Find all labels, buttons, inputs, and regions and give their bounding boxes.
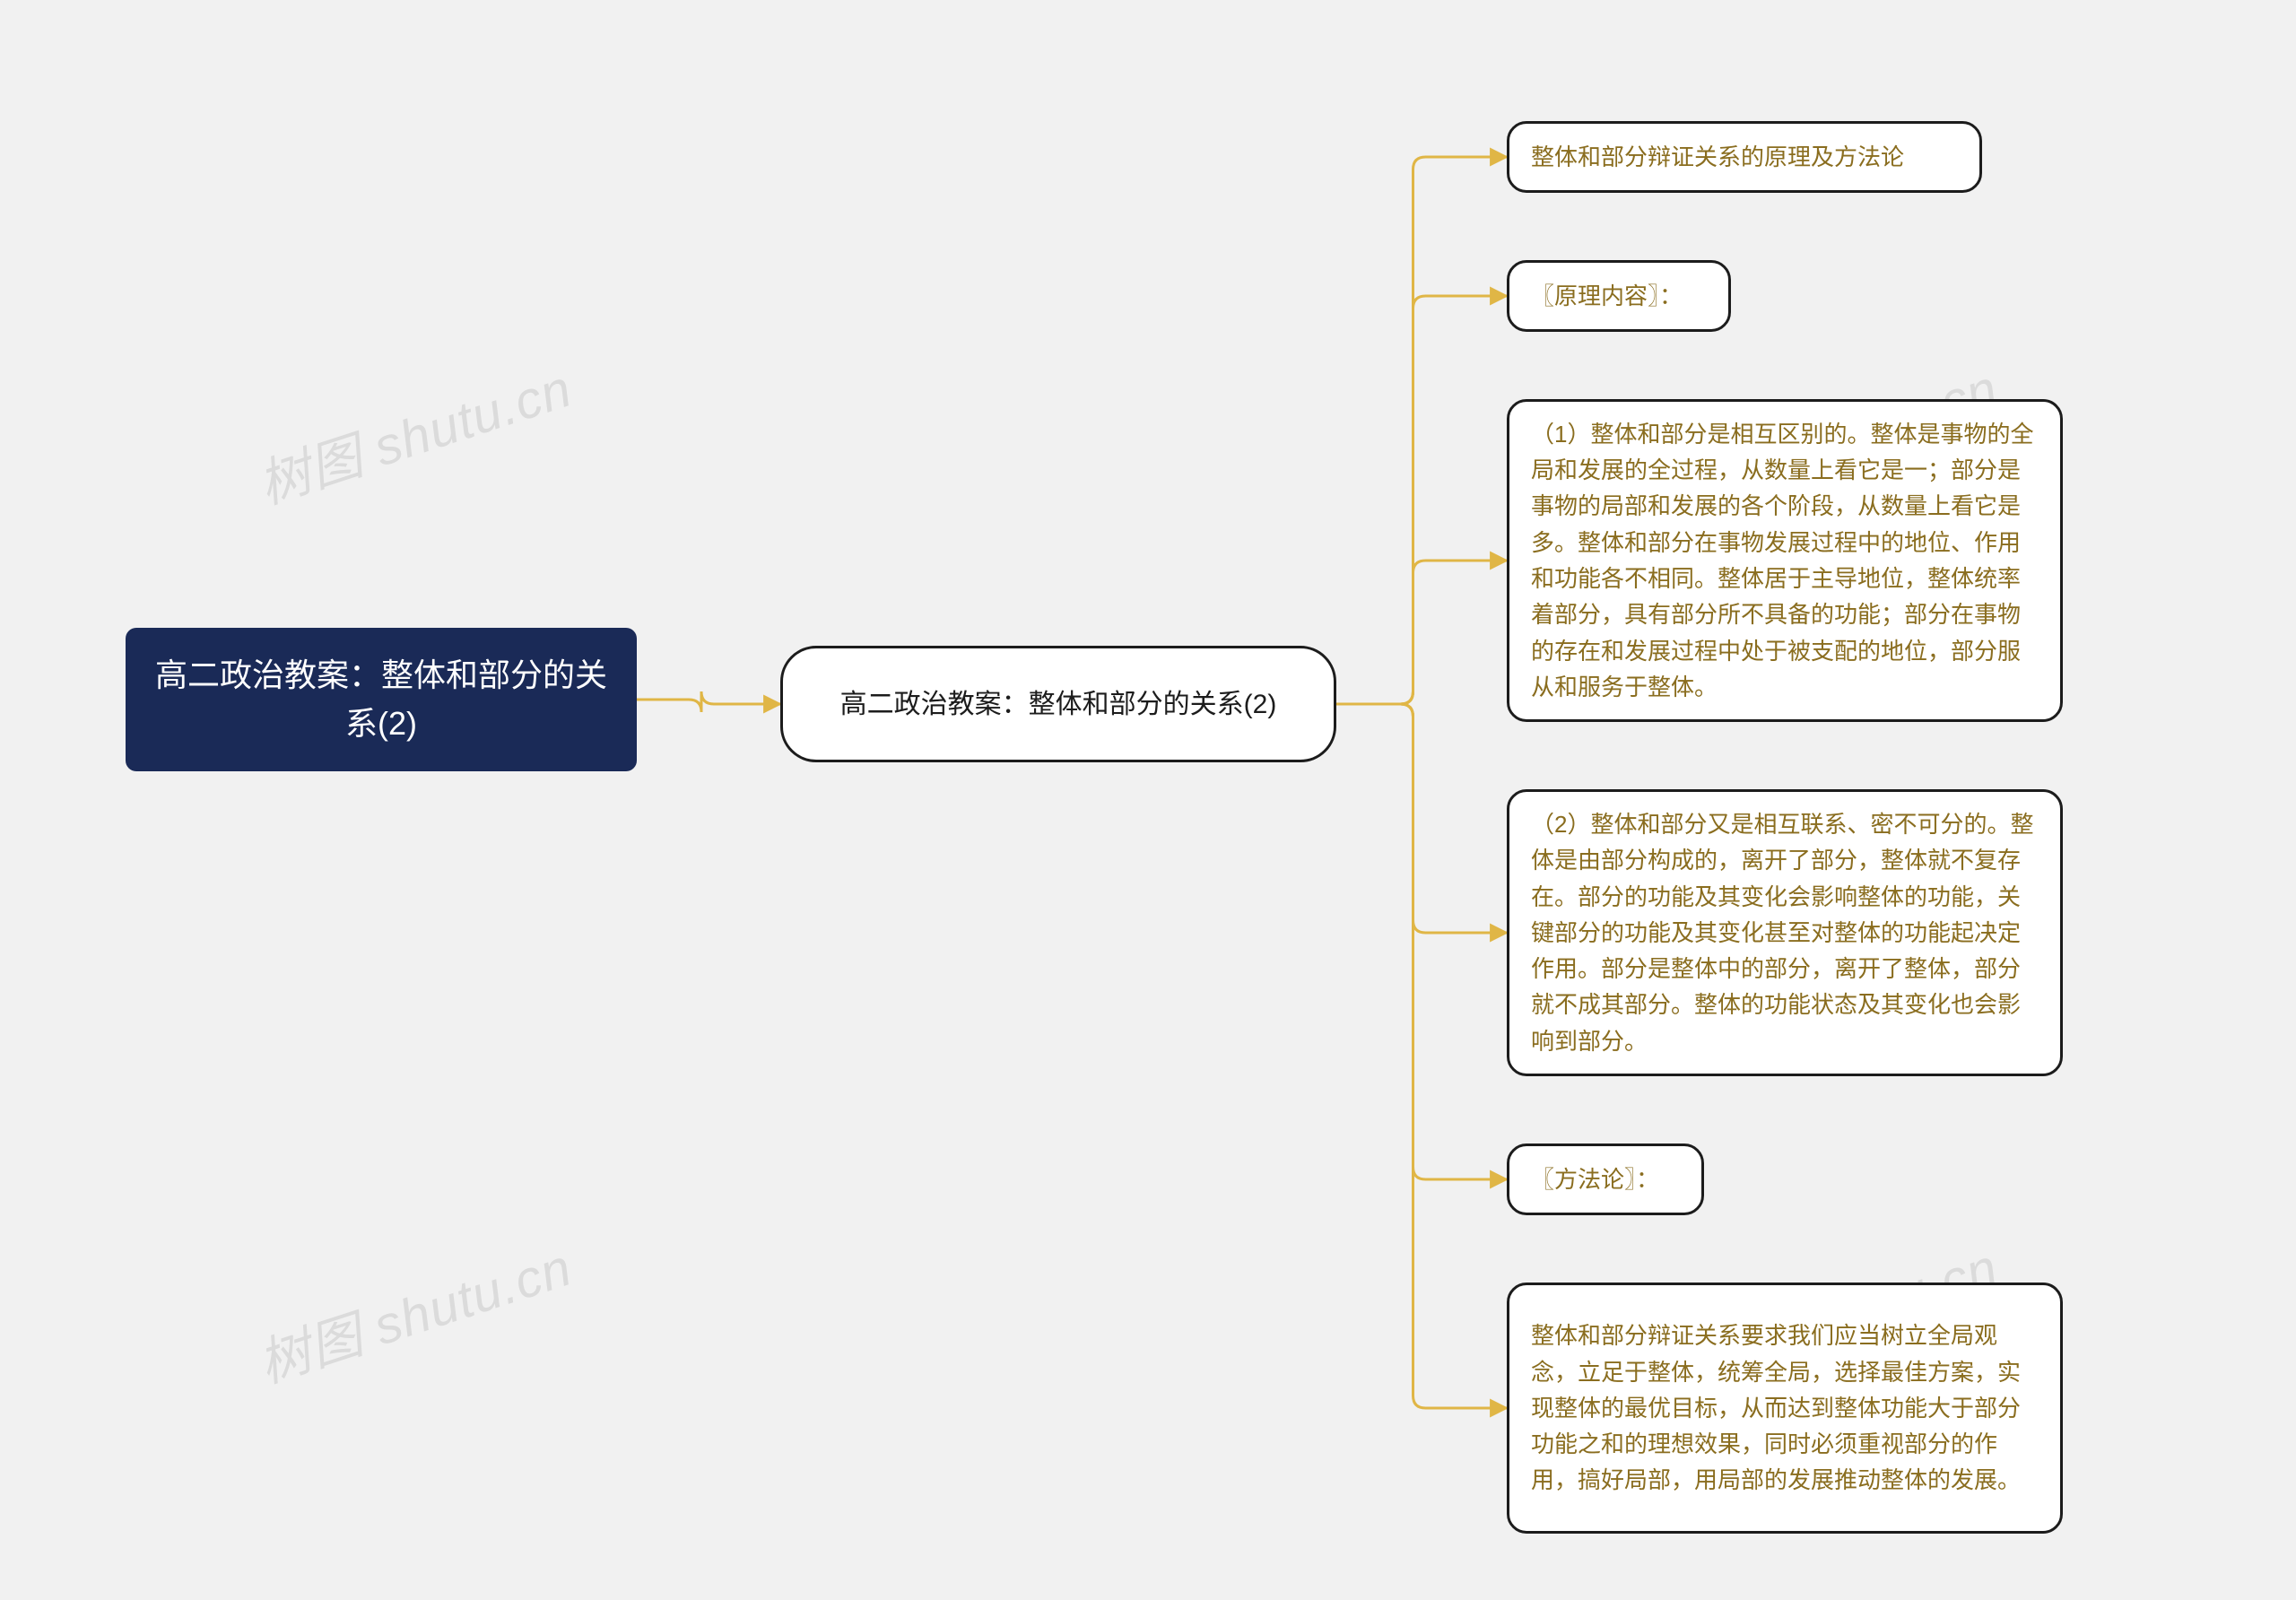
watermark: 树图 shutu.cn <box>248 1225 580 1397</box>
leaf-node[interactable]: （1）整体和部分是相互区别的。整体是事物的全局和发展的全过程，从数量上看它是一；… <box>1507 399 2063 722</box>
connector <box>1336 704 1507 1408</box>
leaf-label: 〖方法论〗： <box>1531 1161 1659 1197</box>
root-node[interactable]: 高二政治教案：整体和部分的关系(2) <box>126 628 637 771</box>
leaf-node[interactable]: 〖方法论〗： <box>1507 1143 1704 1215</box>
branch-node[interactable]: 高二政治教案：整体和部分的关系(2) <box>780 646 1336 762</box>
leaf-label: 整体和部分辩证关系的原理及方法论 <box>1531 139 1904 175</box>
root-label: 高二政治教案：整体和部分的关系(2) <box>151 651 612 748</box>
leaf-label: （2）整体和部分又是相互联系、密不可分的。整体是由部分构成的，离开了部分，整体就… <box>1531 806 2039 1059</box>
branch-label: 高二政治教案：整体和部分的关系(2) <box>840 684 1277 725</box>
connector <box>1336 296 1507 704</box>
leaf-label: 〖原理内容〗： <box>1531 278 1683 314</box>
connector <box>1336 561 1507 704</box>
leaf-node[interactable]: 整体和部分辩证关系的原理及方法论 <box>1507 121 1982 193</box>
leaf-label: 整体和部分辩证关系要求我们应当树立全局观念，立足于整体，统筹全局，选择最佳方案，… <box>1531 1317 2039 1498</box>
leaf-node[interactable]: 〖原理内容〗： <box>1507 260 1731 332</box>
connector <box>637 691 780 712</box>
leaf-node[interactable]: 整体和部分辩证关系要求我们应当树立全局观念，立足于整体，统筹全局，选择最佳方案，… <box>1507 1283 2063 1534</box>
mindmap-canvas: 树图 shutu.cn 树图 shutu.cn 树图 shutu.cn 树图 s… <box>0 0 2296 1600</box>
leaf-label: （1）整体和部分是相互区别的。整体是事物的全局和发展的全过程，从数量上看它是一；… <box>1531 416 2039 705</box>
watermark: 树图 shutu.cn <box>248 346 580 518</box>
leaf-node[interactable]: （2）整体和部分又是相互联系、密不可分的。整体是由部分构成的，离开了部分，整体就… <box>1507 789 2063 1076</box>
connector <box>1336 157 1507 704</box>
connector <box>1336 704 1507 1179</box>
connector <box>1336 704 1507 933</box>
